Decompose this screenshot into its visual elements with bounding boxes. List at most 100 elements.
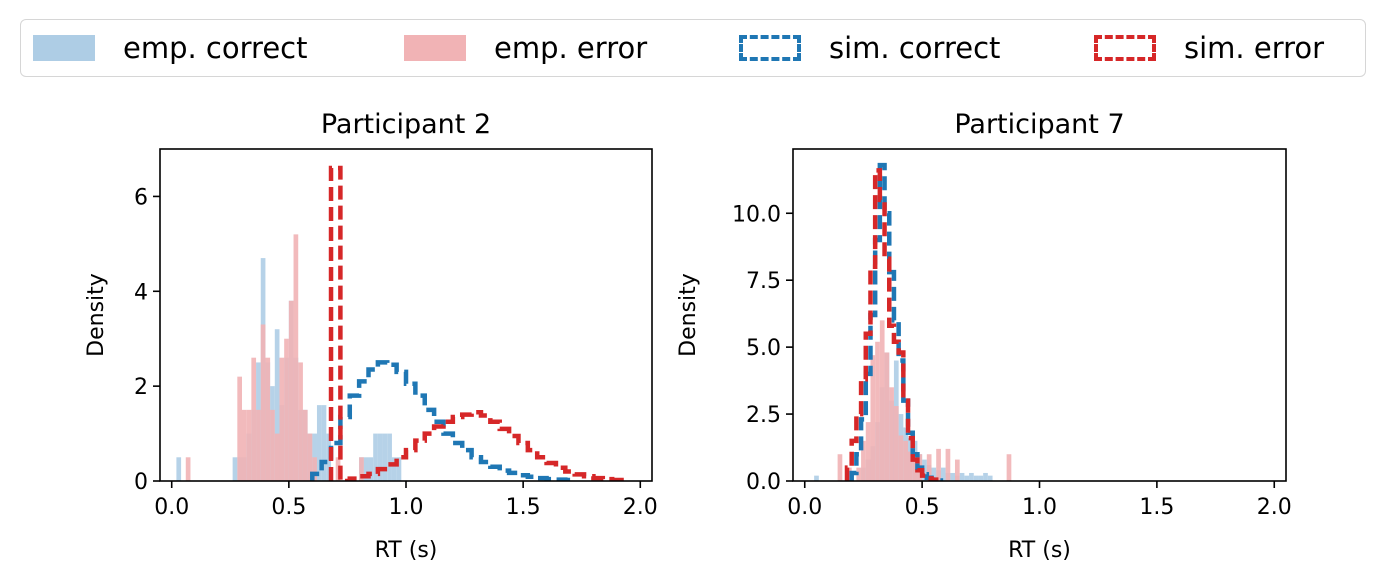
bar-emp-error-12 [242,409,247,481]
bar-emp-error-15 [893,406,899,481]
panel-1: 0.0 0.5 1.0 1.5 2.0 0 2 4 6 Participant 2 RT (s) De… [84,109,658,563]
x-tick-label: 0.0 [154,495,189,520]
y-tick-label: 5.0 [746,336,781,361]
bar-emp-correct-42 [373,433,378,481]
bar-emp-correct-21 [274,329,280,481]
bar-emp-error-24 [298,362,303,481]
bar-emp-correct-32 [964,475,970,481]
x-tick-label: 1.0 [389,495,424,520]
legend-item-sim-correct: sim. correct [739,20,1000,76]
bar-emp-correct-12 [232,457,238,481]
bar-emp-error-28 [954,459,960,481]
bar-emp-error-26 [945,448,951,481]
legend-item-emp-error: emp. error [404,20,647,76]
legend-label-emp-error: emp. error [494,31,648,65]
bar-emp-error-3 [837,454,843,481]
bar-emp-correct-29 [950,472,955,481]
y-tick-label: 4 [134,280,148,305]
bar-emp-error-39 [1006,454,1012,481]
legend-item-sim-error: sim. error [1094,20,1324,76]
bar-emp-correct-37 [987,475,993,481]
bar-emp-error-15 [256,409,261,481]
bar-emp-error-10 [870,355,876,481]
bar-emp-error-17 [903,440,909,481]
bar-emp-error-24 [936,448,941,481]
bar-emp-error-20 [279,357,285,481]
x-tick-label: 0.0 [787,495,822,520]
legend-swatch-emp-error [404,35,466,61]
legend-label-emp-correct: emp. correct [123,31,308,65]
legend-swatch-emp-correct [33,35,95,61]
bar-emp-error-8 [861,440,866,481]
bar-emp-error-7 [856,467,862,481]
y-tick-label: 2 [134,375,148,400]
bar-emp-correct-43 [377,433,383,481]
bar-emp-correct-47 [396,457,402,481]
chart-title: Participant 7 [954,109,1124,140]
bar-emp-error-18 [908,451,913,481]
step-line-sim-error [844,168,939,481]
plot-area [176,165,624,481]
y-axis-label: Density [84,273,109,357]
bar-emp-correct-27 [940,467,946,481]
step-line-sim-correct [310,360,577,481]
bar-emp-error-0 [185,457,191,481]
bar-emp-error-23 [293,234,299,481]
legend-label-sim-error: sim. error [1184,31,1325,65]
legend-swatch-sim-correct [739,35,801,61]
bar-emp-error-19 [912,459,918,481]
bar-emp-error-11 [237,376,242,481]
x-tick-label: 1.0 [1022,495,1057,520]
y-tick-label: 0.0 [746,470,781,495]
y-tick-label: 10.0 [732,202,781,227]
bar-emp-correct-23 [922,459,927,481]
bar-emp-correct-46 [391,457,397,481]
x-tick-label: 2.0 [623,495,658,520]
y-axis-label: Density [676,273,701,357]
x-tick-label: 2.0 [1257,495,1292,520]
bar-emp-error-19 [274,433,280,481]
bar-emp-error-13 [884,352,890,481]
bar-emp-correct-33 [969,472,974,481]
step-line-sim-error [328,165,624,481]
bar-emp-error-16 [260,324,266,481]
bar-emp-correct-0 [814,475,819,481]
plot-area [814,162,1012,481]
bar-emp-error-21 [284,338,289,481]
bar-emp-error-18 [270,409,275,481]
bar-emp-correct-35 [978,475,984,481]
y-tick-label: 0 [134,470,148,495]
bar-emp-correct-36 [983,472,988,481]
panel-2: 0.0 0.5 1.0 1.5 2.0 0.0 2.5 5.0 7.5 10.0 Participa… [676,109,1292,563]
x-tick-label: 0.5 [905,495,940,520]
x-tick-label: 1.5 [506,495,541,520]
bar-emp-error-32 [335,457,341,481]
axes-frame [159,148,653,482]
bar-emp-correct-25 [931,467,937,481]
legend-swatch-sim-error [1094,35,1156,61]
bar-emp-correct-41 [368,457,374,481]
bar-emp-correct-40 [363,457,369,481]
bar-emp-error-26 [307,433,313,481]
bar-emp-error-27 [312,457,317,481]
step-line-sim-correct [849,162,944,481]
legend: emp. correct emp. error sim. correct sim… [20,19,1366,77]
series-emp-error [837,320,1012,481]
chart-title: Participant 2 [321,109,491,140]
bar-emp-correct-0 [176,457,182,481]
y-tick-label: 6 [134,185,148,210]
bar-emp-error-14 [889,387,894,481]
bar-emp-correct-31 [959,472,965,481]
bar-emp-correct-32 [326,433,332,481]
bar-emp-error-13 [246,409,252,481]
bar-emp-correct-45 [387,433,392,481]
bar-emp-error-17 [265,357,271,481]
x-axis-label: RT (s) [375,538,438,563]
bar-emp-correct-34 [973,475,979,481]
bar-emp-error-25 [302,409,308,481]
bar-emp-correct-31 [321,405,327,481]
series-emp-error [185,234,364,481]
x-tick-label: 0.5 [271,495,306,520]
bar-emp-correct-30 [316,405,322,481]
